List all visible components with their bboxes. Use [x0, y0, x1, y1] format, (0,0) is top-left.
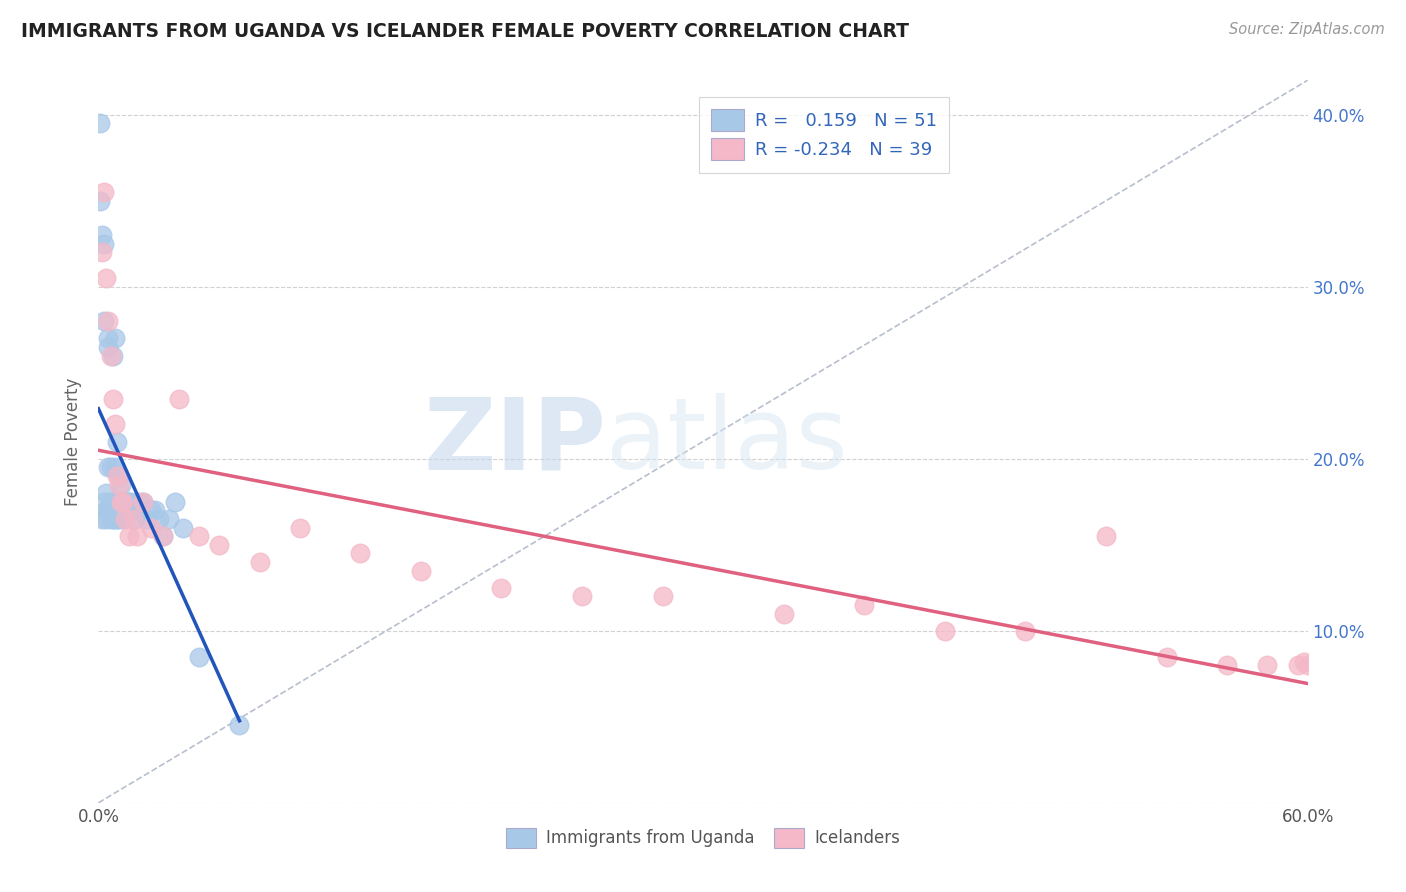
- Point: [143, 503, 166, 517]
- Point: [114, 512, 136, 526]
- Point: [96, 512, 118, 526]
- Point: [93, 494, 115, 508]
- Point: [172, 520, 194, 534]
- Point: [110, 477, 132, 491]
- Point: [101, 392, 124, 406]
- Point: [288, 520, 311, 534]
- Point: [853, 598, 876, 612]
- Point: [128, 494, 150, 508]
- Point: [105, 434, 128, 449]
- Point: [1296, 658, 1319, 673]
- Text: ZIP: ZIP: [423, 393, 606, 490]
- Point: [103, 331, 125, 345]
- Point: [120, 494, 142, 508]
- Point: [115, 494, 138, 508]
- Point: [91, 512, 114, 526]
- Point: [163, 494, 186, 508]
- Point: [100, 512, 122, 526]
- Point: [491, 581, 513, 595]
- Point: [107, 494, 129, 508]
- Point: [167, 392, 190, 406]
- Point: [97, 331, 120, 345]
- Point: [132, 494, 155, 508]
- Point: [93, 236, 115, 251]
- Point: [100, 460, 122, 475]
- Point: [97, 503, 120, 517]
- Point: [100, 349, 122, 363]
- Point: [1292, 655, 1315, 669]
- Point: [110, 503, 132, 517]
- Point: [208, 538, 231, 552]
- Text: IMMIGRANTS FROM UGANDA VS ICELANDER FEMALE POVERTY CORRELATION CHART: IMMIGRANTS FROM UGANDA VS ICELANDER FEMA…: [21, 22, 910, 41]
- Point: [409, 564, 432, 578]
- Point: [125, 529, 148, 543]
- Point: [107, 512, 129, 526]
- Point: [349, 546, 371, 560]
- Point: [1095, 529, 1118, 543]
- Point: [105, 494, 128, 508]
- Text: Source: ZipAtlas.com: Source: ZipAtlas.com: [1229, 22, 1385, 37]
- Point: [148, 512, 170, 526]
- Point: [1014, 624, 1036, 638]
- Legend: Immigrants from Uganda, Icelanders: Immigrants from Uganda, Icelanders: [498, 820, 908, 856]
- Point: [121, 512, 143, 526]
- Point: [1156, 649, 1178, 664]
- Point: [152, 529, 174, 543]
- Point: [97, 340, 120, 354]
- Point: [96, 503, 118, 517]
- Point: [249, 555, 271, 569]
- Point: [91, 245, 114, 260]
- Point: [105, 469, 128, 483]
- Point: [121, 503, 143, 517]
- Point: [111, 494, 134, 508]
- Point: [107, 469, 129, 483]
- Point: [571, 590, 593, 604]
- Point: [97, 460, 120, 475]
- Point: [111, 494, 134, 508]
- Y-axis label: Female Poverty: Female Poverty: [65, 377, 83, 506]
- Point: [97, 314, 120, 328]
- Point: [101, 494, 124, 508]
- Point: [139, 503, 162, 517]
- Point: [107, 477, 129, 491]
- Point: [135, 512, 157, 526]
- Point: [118, 529, 141, 543]
- Point: [110, 494, 132, 508]
- Point: [188, 529, 211, 543]
- Point: [228, 718, 250, 732]
- Point: [118, 494, 141, 508]
- Point: [132, 494, 155, 508]
- Point: [188, 649, 211, 664]
- Point: [103, 417, 125, 432]
- Point: [101, 349, 124, 363]
- Point: [651, 590, 673, 604]
- Point: [772, 607, 794, 621]
- Point: [124, 512, 146, 526]
- Point: [103, 512, 125, 526]
- Point: [96, 271, 118, 285]
- Point: [93, 314, 115, 328]
- Point: [96, 486, 118, 500]
- Point: [157, 512, 180, 526]
- Point: [103, 460, 125, 475]
- Point: [114, 503, 136, 517]
- Point: [1256, 658, 1278, 673]
- Point: [111, 512, 134, 526]
- Text: atlas: atlas: [606, 393, 848, 490]
- Point: [1216, 658, 1239, 673]
- Point: [89, 116, 111, 130]
- Point: [93, 185, 115, 199]
- Point: [139, 520, 162, 534]
- Point: [101, 512, 124, 526]
- Point: [91, 228, 114, 243]
- Point: [105, 512, 128, 526]
- Point: [100, 494, 122, 508]
- Point: [1286, 658, 1309, 673]
- Point: [89, 194, 111, 208]
- Point: [934, 624, 956, 638]
- Point: [152, 529, 174, 543]
